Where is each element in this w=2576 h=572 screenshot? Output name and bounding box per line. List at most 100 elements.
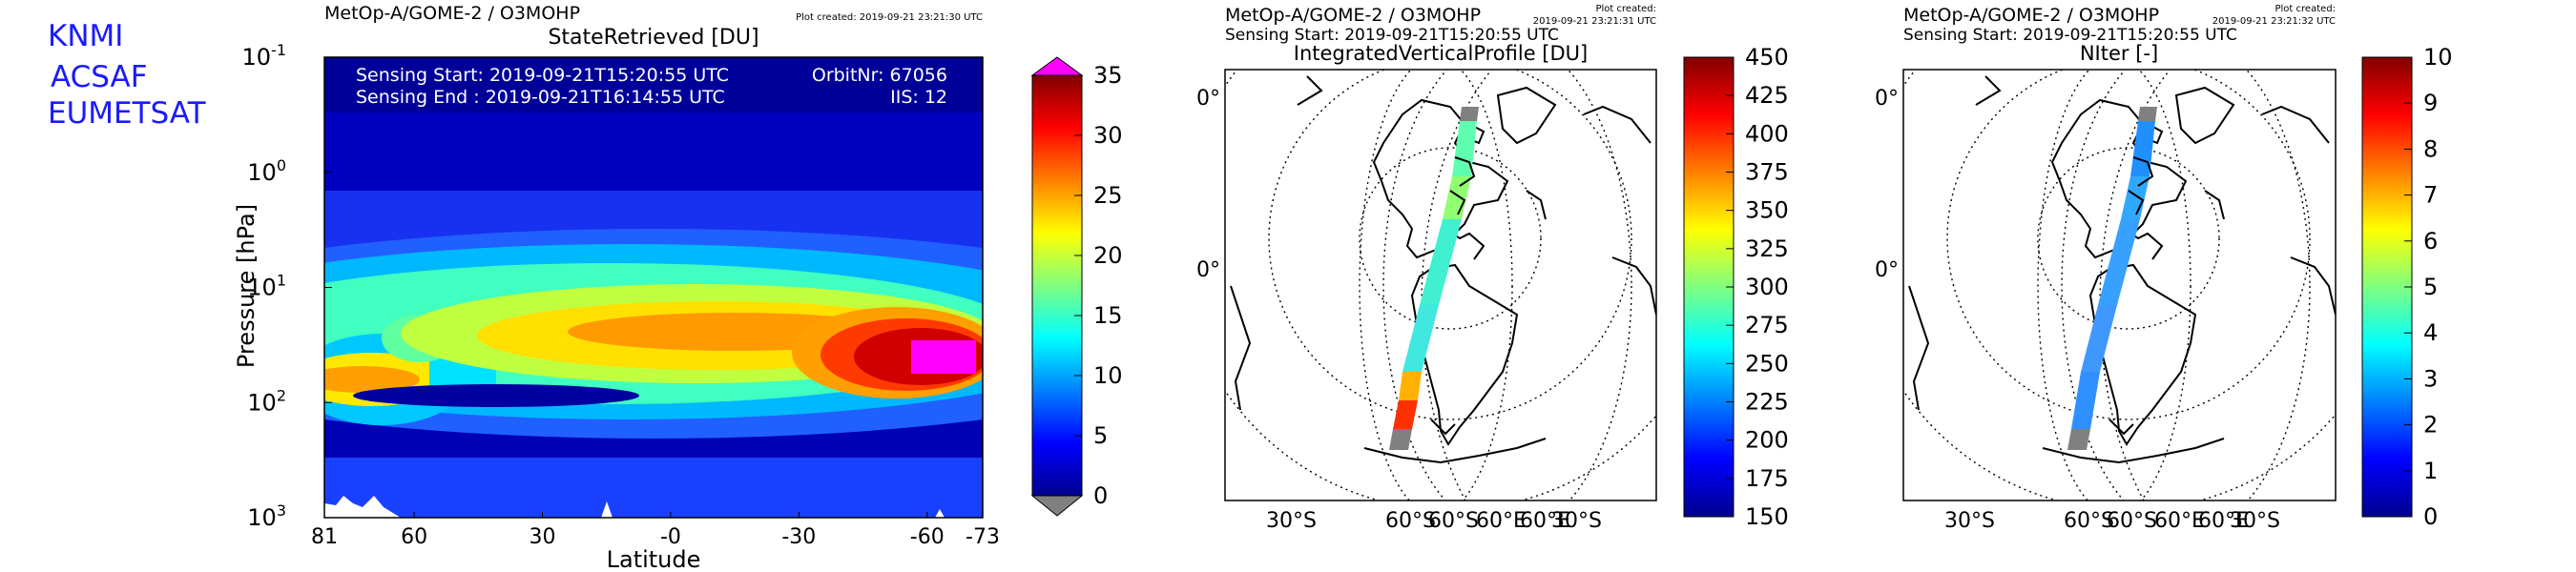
colorbar-tick-label: 150 xyxy=(1745,503,1789,530)
colorbar-tick-label: 5 xyxy=(2423,274,2438,300)
ivp-colorbar-gradient xyxy=(1683,56,1735,518)
ivp-graticule xyxy=(1225,70,1656,500)
logo-eumetsat: EUMETSAT xyxy=(48,96,207,131)
colorbar-tick-label: 425 xyxy=(1745,82,1789,109)
niter-land-over-swath xyxy=(2128,156,2154,215)
colorbar-tick-label: 250 xyxy=(1745,350,1789,377)
colorbar-tick-label: 225 xyxy=(1745,389,1789,416)
ivp-header: MetOp-A/GOME-2 / O3MOHP xyxy=(1225,5,1481,26)
profile-ylabel: Pressure [hPa] xyxy=(233,204,260,368)
orbit-number-label: OrbitNr: 67056 xyxy=(812,65,947,86)
colorbar-under-triangle xyxy=(1030,495,1084,517)
y-tick-base: 10 xyxy=(247,275,277,301)
logo-acsaf: ACSAF xyxy=(51,60,148,94)
colorbar-tick-label: 350 xyxy=(1745,197,1789,224)
y-tick-exponent: 0 xyxy=(277,156,286,174)
colorbar-tick-label: 10 xyxy=(2423,44,2453,71)
ivp-sensing-start: Sensing Start: 2019-09-21T15:20:55 UTC xyxy=(1225,26,1559,45)
colorbar-tick-label: 200 xyxy=(1745,427,1789,454)
colorbar-tick-label: 8 xyxy=(2423,135,2438,162)
profile-heatmap xyxy=(324,57,983,518)
ivp-colorbar: 150 175 200 225 250 275 300 325 350 375 400 425 450 xyxy=(1683,44,1789,530)
y-tick-base: 10 xyxy=(247,504,277,531)
niter-plot-created-2: 2019-09-21 23:21:32 UTC xyxy=(2212,16,2336,27)
colorbar-tick-label: 4 xyxy=(2423,319,2438,346)
y-tick-exponent: 3 xyxy=(277,501,286,520)
x-tick-label: 60 xyxy=(401,525,427,549)
profile-panel: MetOp-A/GOME-2 / O3MOHP Plot created: 20… xyxy=(233,3,1123,572)
colorbar-tick-label: 0 xyxy=(2423,503,2438,530)
niter-lon-label-3: 60°E xyxy=(2154,509,2205,533)
missing-data-left xyxy=(324,496,401,518)
niter-colorbar: 0 1 2 3 4 5 6 7 8 9 10 xyxy=(2361,44,2453,530)
ivp-lon-label-4: 60°E xyxy=(1520,509,1570,533)
colorbar-tick-label: 2 xyxy=(2423,412,2438,439)
profile-plot-created: Plot created: 2019-09-21 23:21:30 UTC xyxy=(796,12,983,23)
y-tick-base: 10 xyxy=(247,389,277,416)
colorbar-tick-label: 30 xyxy=(1093,122,1123,149)
y-tick-exponent: -1 xyxy=(271,41,286,59)
niter-map-frame xyxy=(1902,69,2337,501)
ivp-title: IntegratedVerticalProfile [DU] xyxy=(1294,42,1588,65)
y-tick-label: 102 xyxy=(247,386,286,416)
profile-colorbar: 0 5 10 15 20 25 30 35 xyxy=(1030,56,1123,517)
ivp-lon-label-1: 60°S xyxy=(1385,509,1436,533)
y-tick-base: 10 xyxy=(247,159,277,186)
niter-swath xyxy=(2067,107,2157,450)
colorbar-tick-label: 0 xyxy=(1093,482,1108,509)
colorbar-gradient xyxy=(1031,74,1083,497)
sensing-start-label: Sensing Start: 2019-09-21T15:20:55 UTC xyxy=(356,65,729,86)
colorbar-tick-label: 10 xyxy=(1093,362,1123,389)
ivp-lon-label-5: 30°S xyxy=(1551,509,1602,533)
ivp-lon-label-0: 30°S xyxy=(1266,509,1317,533)
niter-sensing-start: Sensing Start: 2019-09-21T15:20:55 UTC xyxy=(1903,26,2237,45)
y-tick-label: 101 xyxy=(247,272,286,301)
ivp-plot-created-1: Plot created: xyxy=(1596,4,1657,14)
y-tick-label: 100 xyxy=(247,156,286,186)
ivp-panel: MetOp-A/GOME-2 / O3MOHP Sensing Start: 2… xyxy=(1196,4,1789,533)
y-tick-label: 10-1 xyxy=(242,41,287,71)
logo-block: KNMI ACSAF EUMETSAT xyxy=(48,19,207,131)
niter-graticule xyxy=(1903,70,2336,500)
niter-lat-label-top: 0° xyxy=(1875,87,1899,111)
niter-lon-label-1: 60°S xyxy=(2064,509,2114,533)
ivp-swath xyxy=(1389,107,1479,450)
x-tick-label: -30 xyxy=(781,525,816,549)
colorbar-tick-label: 375 xyxy=(1745,159,1789,186)
colorbar-tick-label: 6 xyxy=(2423,228,2438,255)
ivp-plot-created-2: 2019-09-21 23:21:31 UTC xyxy=(1533,16,1656,27)
colorbar-tick-label: 1 xyxy=(2423,458,2438,484)
niter-colorbar-ticks: 0 1 2 3 4 5 6 7 8 9 10 xyxy=(2404,44,2453,530)
ivp-lon-label-3: 60°E xyxy=(1476,509,1527,533)
colorbar-tick-label: 175 xyxy=(1745,465,1789,492)
ivp-map-frame xyxy=(1224,69,1657,501)
colorbar-tick-label: 300 xyxy=(1745,274,1789,300)
y-tick-base: 10 xyxy=(242,44,272,71)
profile-header: MetOp-A/GOME-2 / O3MOHP xyxy=(324,3,580,24)
colorbar-tick-label: 400 xyxy=(1745,120,1789,147)
niter-header: MetOp-A/GOME-2 / O3MOHP xyxy=(1903,5,2159,26)
ivp-lat-label-top: 0° xyxy=(1196,87,1220,111)
niter-lat-label-mid: 0° xyxy=(1875,258,1899,282)
colorbar-tick-label: 5 xyxy=(1093,422,1108,449)
x-tick-label: -0 xyxy=(660,525,681,549)
colorbar-tick-label: 3 xyxy=(2423,365,2438,392)
niter-lon-label-0: 30°S xyxy=(1944,509,1995,533)
ivp-land-over-swath xyxy=(1449,156,1476,215)
profile-colorbar-ticks: 0 5 10 15 20 25 30 35 xyxy=(1074,62,1123,509)
y-tick-exponent: 2 xyxy=(277,386,286,404)
profile-xlabel: Latitude xyxy=(607,546,701,572)
logo-knmi: KNMI xyxy=(48,19,123,53)
ivp-lat-label-mid: 0° xyxy=(1196,258,1220,282)
colorbar-tick-label: 325 xyxy=(1745,235,1789,262)
colorbar-tick-label: 9 xyxy=(2423,90,2438,116)
ivp-map xyxy=(1225,70,1656,500)
niter-lon-label-5: 30°S xyxy=(2230,509,2280,533)
niter-lon-label-2: 60°S xyxy=(2107,509,2157,533)
sensing-end-label: Sensing End : 2019-09-21T16:14:55 UTC xyxy=(356,87,725,108)
colorbar-tick-label: 15 xyxy=(1093,302,1123,329)
x-tick-label: 81 xyxy=(311,525,338,549)
ivp-colorbar-ticks: 150 175 200 225 250 275 300 325 350 375 400 425 450 xyxy=(1726,44,1789,530)
